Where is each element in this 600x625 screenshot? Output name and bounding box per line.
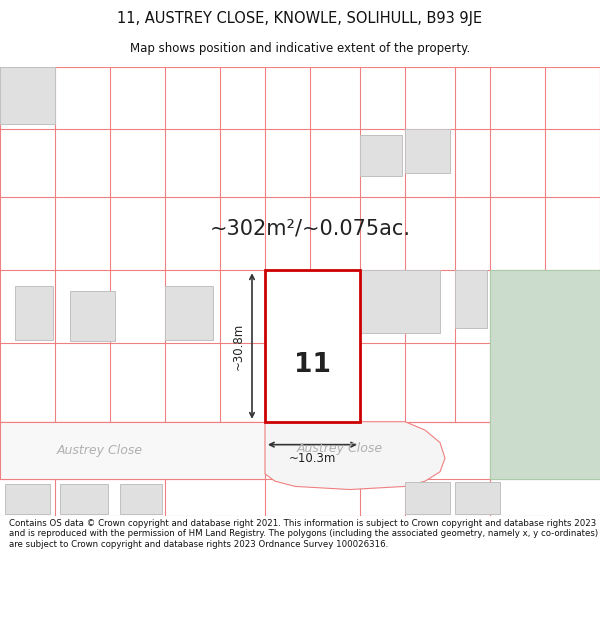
Bar	[405, 482, 450, 514]
Text: Map shows position and indicative extent of the property.: Map shows position and indicative extent…	[130, 42, 470, 54]
Bar	[490, 271, 600, 479]
Text: ~30.8m: ~30.8m	[232, 322, 245, 369]
Bar	[360, 135, 402, 176]
Polygon shape	[0, 422, 265, 479]
Bar	[5, 484, 50, 514]
Bar	[15, 286, 53, 340]
Bar	[455, 271, 487, 328]
Bar	[360, 271, 440, 333]
Bar	[70, 291, 115, 341]
Bar	[405, 129, 450, 173]
Text: Austrey Close: Austrey Close	[57, 444, 143, 458]
Text: ~10.3m: ~10.3m	[289, 452, 336, 465]
Bar	[278, 302, 345, 375]
Text: Austrey Close: Austrey Close	[297, 442, 383, 456]
Bar	[165, 286, 213, 340]
Bar	[455, 482, 500, 514]
Bar	[120, 484, 162, 514]
Text: 11: 11	[294, 352, 331, 378]
Text: 11, AUSTREY CLOSE, KNOWLE, SOLIHULL, B93 9JE: 11, AUSTREY CLOSE, KNOWLE, SOLIHULL, B93…	[118, 11, 482, 26]
Text: Contains OS data © Crown copyright and database right 2021. This information is : Contains OS data © Crown copyright and d…	[9, 519, 598, 549]
Bar	[60, 484, 108, 514]
Bar	[265, 271, 360, 422]
Bar	[0, 67, 55, 124]
Polygon shape	[265, 422, 445, 489]
Text: ~302m²/~0.075ac.: ~302m²/~0.075ac.	[209, 219, 410, 239]
